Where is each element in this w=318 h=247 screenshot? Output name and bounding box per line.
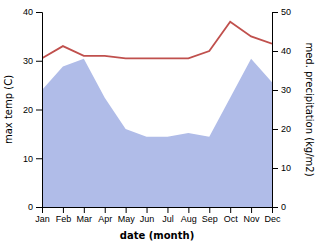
tick-mark xyxy=(272,51,278,52)
tick-label: 20 xyxy=(281,124,291,134)
tick-label: Aug xyxy=(181,214,197,224)
tick-label: 0 xyxy=(28,202,33,212)
tick: 10 xyxy=(272,163,291,173)
x-axis: Jan Feb Mar Apr May Jun Jul Aug Sep Oct NovDec xyxy=(35,207,281,224)
tick-mark xyxy=(251,207,252,213)
y2-axis: 0 10 20 30 40 50 xyxy=(272,7,291,212)
tick-mark xyxy=(167,207,168,213)
tick-mark xyxy=(36,61,42,62)
precipitation-area xyxy=(42,59,272,207)
tick-mark xyxy=(272,207,278,208)
tick: 30 xyxy=(23,56,42,66)
tick: Mar xyxy=(77,207,93,224)
tick: Jan xyxy=(35,207,50,224)
tick: 20 xyxy=(272,124,291,134)
tick: 0 xyxy=(272,202,286,212)
tick-mark xyxy=(126,207,127,213)
tick-label: Mar xyxy=(77,214,93,224)
tick-label: 40 xyxy=(23,7,33,17)
tick-label: Feb xyxy=(56,214,72,224)
chart: JanFebMarAprMayJunJulAugSepOctNovDec0102… xyxy=(0,0,318,247)
tick-mark xyxy=(188,207,189,213)
tick-label: Jan xyxy=(35,214,50,224)
tick-mark xyxy=(36,158,42,159)
tick-mark xyxy=(272,168,278,169)
tick: Oct xyxy=(224,207,239,224)
tick-label: May xyxy=(118,214,136,224)
tick: Sep xyxy=(202,207,218,224)
tick-mark xyxy=(147,207,148,213)
tick-mark xyxy=(105,207,106,213)
tick-mark xyxy=(230,207,231,213)
tick: Nov xyxy=(244,207,261,224)
tick: May xyxy=(118,207,136,224)
tick: Jul xyxy=(162,207,174,224)
tick: 30 xyxy=(272,85,291,95)
tick-mark xyxy=(272,90,278,91)
tick: 0 xyxy=(28,202,42,212)
tick-label: 20 xyxy=(23,105,33,115)
tick: 50 xyxy=(272,7,291,17)
plot: JanFebMarAprMayJunJulAugSepOctNovDec0102… xyxy=(3,7,315,241)
temp-line xyxy=(42,22,272,59)
tick: 40 xyxy=(272,46,291,56)
tick-label: Apr xyxy=(98,214,112,224)
tick-label: 0 xyxy=(281,202,286,212)
tick-label: 40 xyxy=(281,46,291,56)
y2-axis-title: med. precipitation (kg/m2) xyxy=(304,42,315,176)
tick-label: Oct xyxy=(224,214,239,224)
tick-mark xyxy=(84,207,85,213)
x-axis-title: date (month) xyxy=(120,230,194,241)
tick-label: 50 xyxy=(281,7,291,17)
tick-mark xyxy=(63,207,64,213)
tick: Dec xyxy=(264,207,281,224)
tick: Aug xyxy=(181,207,197,224)
tick-mark xyxy=(36,12,42,13)
y-axis: 0 10 20 30 40 xyxy=(23,7,43,212)
tick-label: Jun xyxy=(140,214,155,224)
tick-mark xyxy=(209,207,210,213)
tick-label: Nov xyxy=(244,214,261,224)
axis-line xyxy=(36,13,43,208)
axis-line xyxy=(273,13,279,208)
tick-mark xyxy=(272,12,278,13)
tick: 10 xyxy=(23,154,42,164)
tick-mark xyxy=(272,129,278,130)
tick: Apr xyxy=(98,207,112,224)
tick-label: 30 xyxy=(281,85,291,95)
tick-mark xyxy=(36,207,42,208)
marks xyxy=(42,22,272,207)
tick-label: Dec xyxy=(264,214,281,224)
axis-line xyxy=(43,208,273,214)
y-axis-title: max temp (C) xyxy=(3,75,14,144)
tick: 20 xyxy=(23,105,42,115)
tick: Jun xyxy=(140,207,155,224)
tick: 40 xyxy=(23,7,42,17)
tick-label: 10 xyxy=(23,154,33,164)
tick-label: Sep xyxy=(202,214,218,224)
tick-mark xyxy=(36,110,42,111)
tick-label: Jul xyxy=(162,214,174,224)
tick-label: 10 xyxy=(281,163,291,173)
tick: Feb xyxy=(56,207,72,224)
tick-label: 30 xyxy=(23,56,33,66)
